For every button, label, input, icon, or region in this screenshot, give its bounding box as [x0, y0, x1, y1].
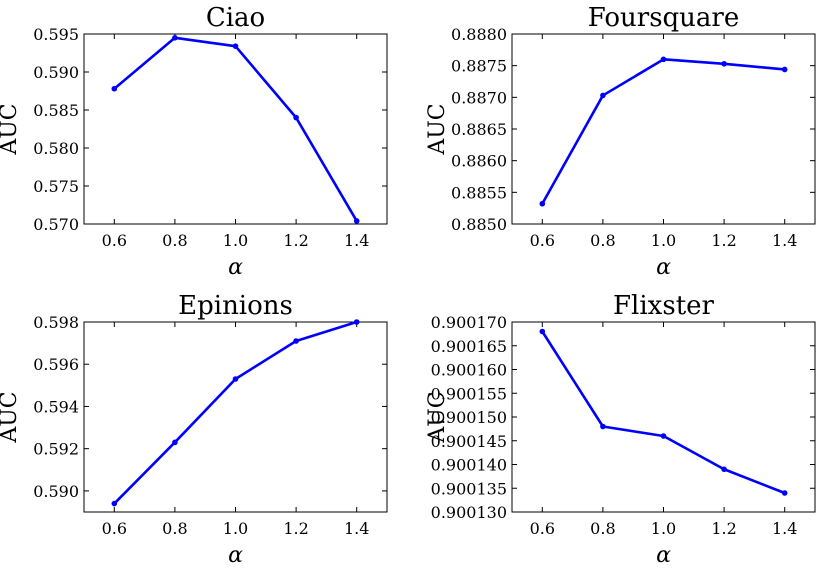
x-tick-label: 1.0 — [651, 519, 676, 538]
y-tick-label: 0.580 — [33, 139, 79, 158]
data-point — [539, 328, 546, 335]
data-point — [539, 200, 546, 207]
x-tick-label: 1.2 — [283, 231, 308, 250]
chart-panel: Flixster α AUC 0.6 0.8 1.0 1.2 1.4 0.900130 0.900… — [425, 291, 816, 568]
y-tick-label: 0.900140 — [431, 456, 507, 475]
y-tick-label: 0.900155 — [431, 384, 507, 403]
chart-title: Foursquare — [588, 3, 740, 33]
y-tick-label: 0.590 — [33, 63, 79, 82]
data-point — [781, 66, 788, 73]
data-point — [172, 35, 178, 41]
data-point — [781, 490, 788, 496]
series-line — [541, 58, 785, 205]
x-tick-label: 1.4 — [772, 519, 797, 538]
y-tick-label: 0.900165 — [431, 337, 507, 356]
plot-frame — [511, 321, 816, 513]
series-line — [541, 330, 786, 495]
y-axis-label: AUC — [425, 391, 450, 443]
y-tick-label: 0.8870 — [451, 88, 507, 107]
data-point — [232, 376, 239, 382]
y-axis-label: AUC — [425, 103, 450, 155]
y-tick-label: 0.900150 — [431, 408, 507, 427]
x-axis-label: α — [656, 255, 671, 280]
data-point — [111, 85, 118, 92]
data-point — [353, 319, 360, 325]
plot-frame — [83, 321, 388, 513]
x-tick-label: 1.0 — [223, 231, 248, 250]
data-point — [600, 423, 606, 430]
series-line — [113, 36, 358, 222]
y-axis-label: AUC — [0, 103, 22, 155]
x-tick-label: 1.4 — [772, 231, 797, 250]
x-tick-label: 1.2 — [711, 231, 736, 250]
y-tick-label: 0.585 — [33, 101, 79, 120]
y-tick-label: 0.595 — [33, 25, 79, 44]
x-tick-label: 0.8 — [162, 231, 187, 250]
x-axis-label: α — [228, 543, 243, 568]
x-tick-label: 1.4 — [344, 231, 369, 250]
x-tick-label: 1.2 — [283, 519, 308, 538]
x-tick-label: 0.8 — [162, 519, 187, 538]
y-tick-label: 0.900135 — [431, 479, 507, 498]
y-tick-label: 0.590 — [33, 482, 79, 501]
y-tick-label: 0.596 — [33, 355, 79, 374]
data-point — [172, 439, 178, 446]
x-axis-label: α — [656, 543, 671, 568]
chart-panel: Ciao α AUC 0.6 0.8 1.0 1.2 1.4 0.570 0.575 0.580 0.… — [0, 3, 388, 280]
x-tick-label: 1.2 — [711, 519, 736, 538]
y-tick-label: 0.8880 — [451, 25, 507, 44]
data-point — [721, 60, 727, 67]
data-point — [600, 92, 606, 99]
y-tick-label: 0.8860 — [451, 152, 507, 171]
y-tick-label: 0.8875 — [451, 57, 507, 76]
data-point — [111, 500, 118, 507]
chart-panel: Epinions α AUC 0.6 0.8 1.0 1.2 1.4 0.590 0.592 0.5… — [0, 291, 388, 568]
y-tick-label: 0.570 — [33, 215, 79, 234]
data-point — [353, 218, 360, 224]
y-tick-label: 0.900170 — [431, 313, 507, 332]
y-tick-label: 0.8850 — [451, 215, 507, 234]
y-tick-label: 0.8855 — [451, 183, 507, 202]
y-tick-label: 0.900145 — [431, 432, 507, 451]
data-point — [293, 338, 299, 344]
y-tick-label: 0.575 — [33, 177, 79, 196]
y-tick-label: 0.598 — [33, 313, 79, 332]
y-tick-label: 0.594 — [33, 397, 79, 416]
x-tick-label: 0.6 — [102, 519, 127, 538]
y-tick-label: 0.8865 — [451, 120, 507, 139]
y-tick-label: 0.592 — [33, 440, 79, 459]
y-tick-label: 0.900130 — [431, 503, 507, 522]
x-tick-label: 1.4 — [344, 519, 369, 538]
series-line — [113, 320, 358, 505]
data-point — [232, 43, 239, 49]
x-tick-label: 0.6 — [102, 231, 127, 250]
chart-title: Flixster — [613, 291, 715, 321]
y-axis-label: AUC — [0, 391, 22, 443]
x-tick-label: 0.8 — [590, 519, 615, 538]
x-axis-label: α — [228, 255, 243, 280]
x-tick-label: 1.0 — [223, 519, 248, 538]
y-tick-label: 0.900160 — [431, 361, 507, 380]
data-point — [721, 466, 727, 473]
data-point — [660, 56, 667, 63]
x-tick-label: 0.8 — [590, 231, 615, 250]
chart-panel: Foursquare α AUC 0.6 0.8 1.0 1.2 1.4 0.8850 0.885… — [425, 3, 816, 280]
data-point — [293, 114, 299, 121]
x-tick-label: 0.6 — [530, 231, 555, 250]
x-tick-label: 0.6 — [530, 519, 555, 538]
chart-title: Ciao — [206, 3, 265, 33]
chart-title: Epinions — [178, 291, 293, 321]
x-tick-label: 1.0 — [651, 231, 676, 250]
data-point — [660, 433, 667, 439]
plot-frame — [511, 33, 816, 225]
